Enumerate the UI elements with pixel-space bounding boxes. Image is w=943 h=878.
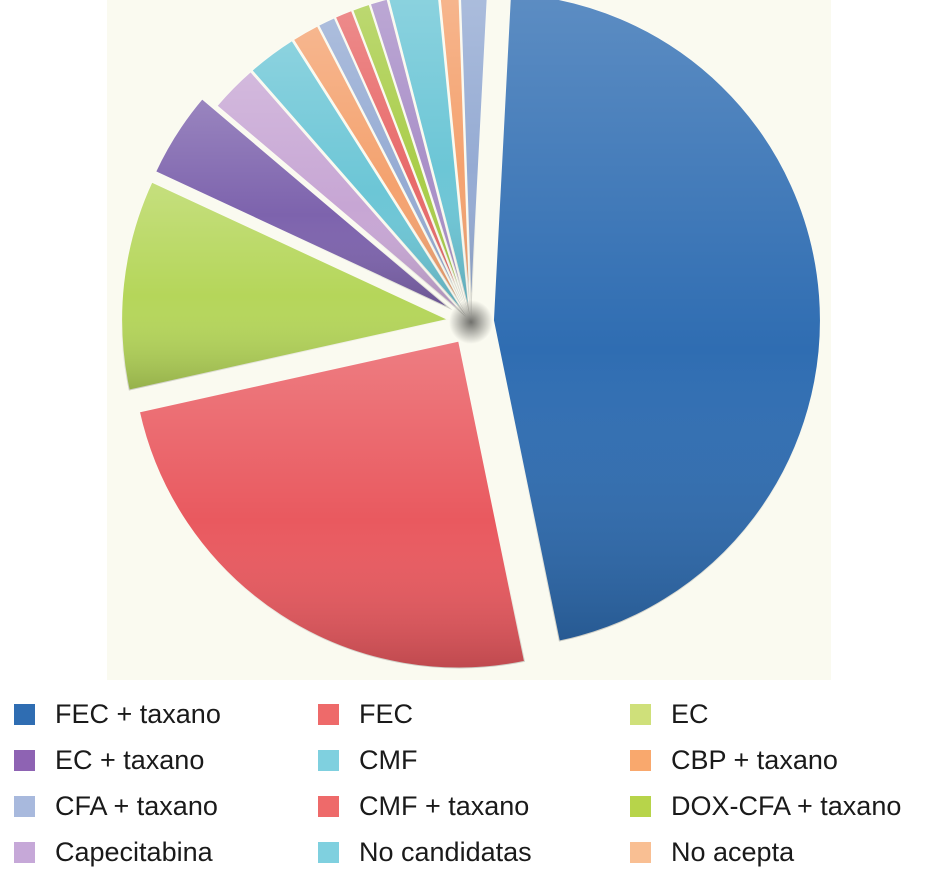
legend-label: CMF + taxano xyxy=(359,790,530,821)
legend-item: EC xyxy=(630,694,709,734)
pie-slice-shade-9 xyxy=(352,3,470,317)
legend-swatch xyxy=(318,795,339,817)
pie-slice-shade-1 xyxy=(138,340,526,669)
pie-slice-shade-2 xyxy=(121,181,450,391)
legend-label: CBP + taxano xyxy=(671,744,838,775)
pie-slice-shade-4 xyxy=(216,70,467,318)
legend-swatch xyxy=(630,703,651,725)
legend-item: CFA + taxano xyxy=(14,786,218,826)
pie-slice-shade-11 xyxy=(388,0,470,317)
legend-label: No candidatas xyxy=(359,836,532,867)
legend-item: FEC xyxy=(318,694,413,734)
legend-swatch xyxy=(14,749,35,771)
legend-label: FEC + taxano xyxy=(55,698,221,729)
legend-swatch xyxy=(318,749,339,771)
legend-swatch xyxy=(14,795,35,817)
legend-item: No candidatas xyxy=(318,832,532,872)
legend-label: EC + taxano xyxy=(55,744,205,775)
legend-label: DOX-CFA + taxano xyxy=(671,790,902,821)
pie-slice-shade-10 xyxy=(369,0,470,317)
legend-item: CMF + taxano xyxy=(318,786,529,826)
pie-slice-shade-3 xyxy=(155,98,453,311)
legend-swatch xyxy=(14,703,35,725)
legend-swatch xyxy=(630,749,651,771)
pie-slice-shade-5 xyxy=(251,39,468,318)
legend-label: No acepta xyxy=(671,836,795,867)
legend-label: EC xyxy=(671,698,709,729)
legend-swatch xyxy=(14,841,35,863)
chart-area xyxy=(107,0,831,680)
legend-swatch xyxy=(630,795,651,817)
legend-label: FEC xyxy=(359,698,413,729)
pie-slice-shade-13 xyxy=(460,0,488,316)
legend-item: DOX-CFA + taxano xyxy=(630,786,901,826)
legend-label: CFA + taxano xyxy=(55,790,218,821)
legend: FEC + taxano FEC EC EC + taxano CMF CBP + tax… xyxy=(0,690,943,878)
pie-chart xyxy=(120,0,822,670)
pie-slice-shade-12 xyxy=(439,0,471,317)
legend-swatch xyxy=(318,841,339,863)
legend-item: EC + taxano xyxy=(14,740,204,780)
pie-slice-shade-0 xyxy=(492,0,821,642)
legend-label: CMF xyxy=(359,744,418,775)
legend-label: Capecitabina xyxy=(55,836,213,867)
pie-slice-shade-6 xyxy=(292,25,469,317)
pie-slice-shade-7 xyxy=(317,17,469,317)
legend-swatch xyxy=(630,841,651,863)
legend-item: FEC + taxano xyxy=(14,694,221,734)
pie-slice-shade-8 xyxy=(334,9,469,317)
legend-item: CBP + taxano xyxy=(630,740,838,780)
legend-item: No acepta xyxy=(630,832,794,872)
pie-center-shadow xyxy=(449,300,493,344)
legend-swatch xyxy=(318,703,339,725)
legend-item: CMF xyxy=(318,740,417,780)
legend-item: Capecitabina xyxy=(14,832,213,872)
